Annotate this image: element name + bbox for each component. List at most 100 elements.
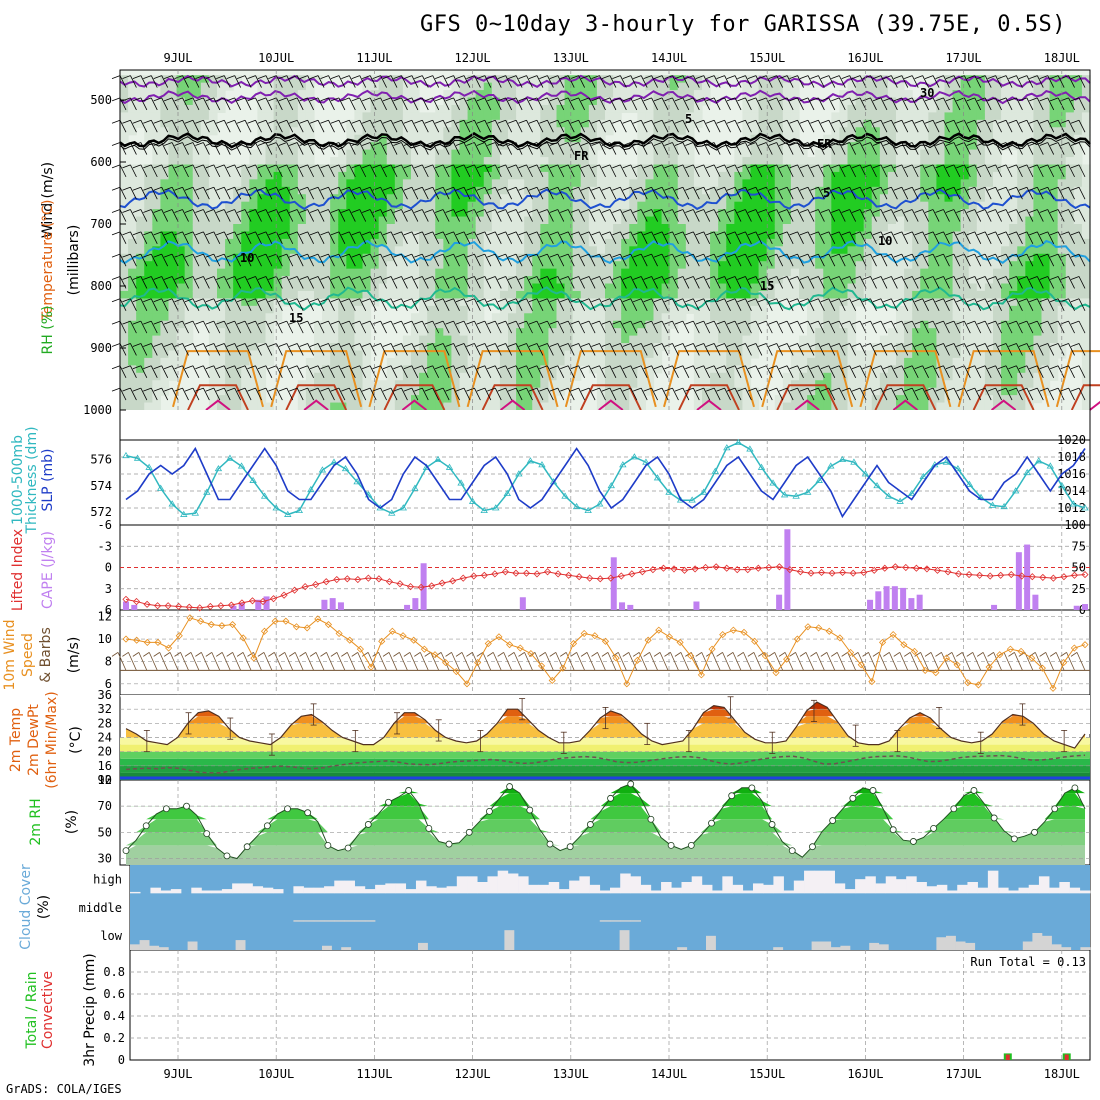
rh-cell: [1025, 201, 1035, 210]
rh-cell: [742, 194, 752, 203]
rh-cell: [524, 134, 533, 143]
rh-cell: [136, 283, 145, 292]
rh-cell: [152, 157, 162, 166]
rh-cell: [402, 164, 412, 173]
rh-cell: [354, 186, 364, 195]
rh-cell: [1001, 179, 1010, 188]
rh-cell: [386, 283, 396, 292]
rh-cell: [637, 261, 647, 270]
rh-cell: [564, 343, 574, 352]
rh-cell: [233, 350, 242, 359]
rh-cell: [370, 268, 380, 277]
rh-cell: [144, 119, 153, 128]
rh-cell: [1073, 276, 1083, 285]
wind-barb: [140, 343, 148, 356]
rh-cell: [1017, 179, 1026, 188]
rh-cell: [419, 357, 428, 366]
rh-cell: [605, 343, 614, 352]
rh-cell: [653, 201, 663, 210]
rh-cell: [208, 320, 218, 329]
isotherm-10: [119, 239, 1091, 265]
rh-cell: [960, 246, 970, 255]
rh-cell: [839, 216, 849, 225]
rh-cell: [314, 238, 323, 247]
rh-cell: [588, 82, 598, 91]
rh-cell: [168, 261, 178, 270]
rh-cell: [1081, 209, 1091, 218]
rh-cell: [322, 343, 331, 352]
rh-cell: [144, 171, 153, 180]
rh-cell: [823, 186, 832, 195]
rh-cell: [580, 209, 590, 218]
rh-cell: [766, 104, 776, 113]
rh-cell: [588, 261, 598, 270]
rh-cell: [281, 97, 291, 106]
rh-cell: [564, 97, 574, 106]
rh-cell: [588, 179, 598, 188]
rh-cell: [839, 194, 849, 203]
rh-cell: [685, 253, 695, 262]
rh-cell: [855, 276, 865, 285]
rh-cell: [491, 164, 501, 173]
rh-cell: [459, 350, 469, 359]
rh-cell: [855, 246, 865, 255]
rh-cell: [176, 82, 186, 91]
rh-cell: [136, 350, 145, 359]
rh-cell: [475, 380, 485, 389]
rh-cell: [467, 372, 477, 381]
rh-cell: [241, 290, 250, 299]
rh-cell: [984, 365, 994, 374]
rh-cell: [443, 276, 453, 285]
rh-cell: [596, 238, 606, 247]
rh-cell: [645, 261, 655, 270]
rh-cell: [984, 164, 994, 173]
rh-cell: [807, 298, 816, 307]
rh-cell: [952, 253, 962, 262]
rh-cell: [790, 164, 800, 173]
rh-cell: [790, 127, 800, 136]
rh-cell: [750, 104, 760, 113]
rh-cell: [831, 320, 841, 329]
rh-cell: [710, 372, 719, 381]
rh-cell: [540, 276, 550, 285]
rh-cell: [411, 372, 420, 381]
rh-cell: [338, 298, 347, 307]
rh-cell: [370, 298, 380, 307]
rh-cell: [605, 357, 614, 366]
rh-cell: [176, 298, 186, 307]
rh-cell: [225, 290, 234, 299]
rh-cell: [370, 127, 380, 136]
rh-cell: [564, 157, 574, 166]
rh-cell: [499, 305, 509, 314]
rh-cell: [524, 90, 533, 99]
rh-cell: [394, 372, 404, 381]
rh-cell: [322, 283, 331, 292]
rh-cell: [249, 372, 259, 381]
rh-cell: [265, 328, 275, 337]
rh-cell: [1017, 119, 1026, 128]
rh-cell: [904, 171, 913, 180]
rh-cell: [936, 127, 946, 136]
rh-cell: [386, 387, 396, 396]
rh-cell: [928, 290, 938, 299]
rh-cell: [273, 149, 283, 158]
rh-cell: [168, 90, 178, 99]
rh-cell: [265, 112, 275, 121]
rh-cell: [968, 261, 978, 270]
wind-barb: [119, 164, 127, 178]
rh-cell: [1033, 253, 1043, 262]
rh-cell: [960, 142, 970, 151]
rh-cell: [564, 104, 574, 113]
rh-cell: [847, 104, 857, 113]
rh-cell: [936, 335, 946, 344]
rh-cell: [1049, 216, 1059, 225]
rh-cell: [322, 201, 331, 210]
rh-cell: [152, 253, 162, 262]
rh-cell: [588, 335, 598, 344]
rh-cell: [314, 253, 323, 262]
rh-cell: [144, 75, 153, 84]
rh-cell: [322, 179, 331, 188]
rh-cell: [976, 343, 986, 352]
rh-cell: [629, 82, 638, 91]
rh-cell: [742, 149, 752, 158]
